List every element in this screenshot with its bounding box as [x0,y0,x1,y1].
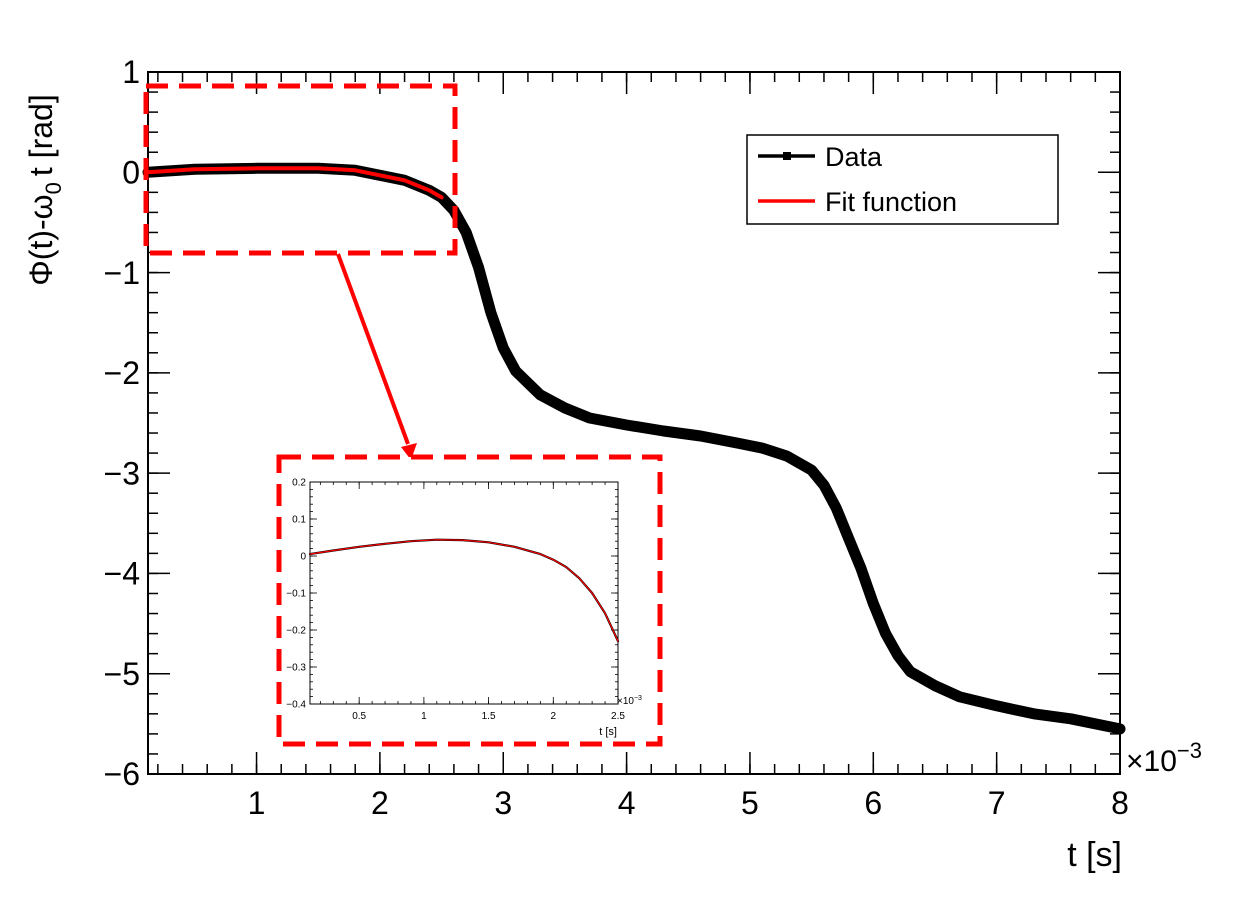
y-tick-label: −1 [104,255,140,291]
y-tick-label: −0.3 [286,663,306,674]
x-tick-label: 1.5 [482,711,496,722]
legend-box [746,134,1059,225]
x-multiplier-exponent: −3 [1177,738,1202,763]
y-tick-label: 0.1 [292,515,306,526]
y-tick-label: −4 [104,556,140,592]
x-tick-label: 2 [371,785,389,821]
x-tick-label: 1 [248,785,266,821]
x-tick-label: 0.5 [352,711,366,722]
x-axis-multiplier: ×10−3 [1126,738,1202,778]
y-tick-label: −3 [104,455,140,491]
x-tick-label: 3 [494,785,512,821]
zoom-arrow-line [336,253,410,445]
y-label-main: Φ(t)-ω [23,194,59,285]
y-tick-label: 0 [300,552,306,563]
main-series-group [142,162,1126,735]
y-tick-label: 1 [122,54,140,90]
fit-series-line [146,166,444,200]
x-tick-label: 1 [421,711,427,722]
x-tick-label: 2.5 [611,711,625,722]
legend-fit-label: Fit function [825,187,957,217]
y-tick-label: −2 [104,355,140,391]
legend: Data Fit function [746,134,1059,225]
inset-axis-ticks: 0.5 1 1.5 2 2.5 0.2 0.1 0 −0.1 −0.2 −0.3 −0.4 [286,478,625,723]
y-tick-label: −0.4 [286,700,306,711]
y-tick-label: −5 [104,656,140,692]
inset-x-multiplier: ×10−3 [617,695,642,707]
inset-x-multiplier-base: ×10 [617,696,634,707]
legend-data-label: Data [825,142,883,172]
x-multiplier-base: ×10 [1126,745,1177,778]
y-tick-label: −0.1 [286,589,306,600]
main-axis-ticks: 1 2 3 4 5 6 7 8 1 0 −1 −2 −3 −4 −5 −6 [104,54,1129,821]
inset-series-group [308,538,620,643]
x-tick-label: 8 [1111,785,1129,821]
inset-x-axis-label: t [s] [599,726,617,738]
x-axis-label: t [s] [1067,836,1122,874]
y-label-subscript: 0 [41,182,66,194]
y-tick-label: 0 [122,154,140,190]
y-tick-label: −0.2 [286,626,306,637]
legend-data-marker [783,152,791,160]
x-tick-label: 5 [741,785,759,821]
fit-series-line [309,539,619,642]
x-tick-label: 6 [864,785,882,821]
x-tick-label: 4 [618,785,636,821]
main-plot-frame [147,71,1121,775]
zoom-arrow-head [401,443,417,460]
x-tick-label: 2 [551,711,557,722]
y-tick-label: −6 [104,756,140,792]
zoom-region-box [143,83,458,256]
y-axis-label: Φ(t)-ω0 t [rad] [23,94,66,285]
x-tick-label: 7 [988,785,1006,821]
inset-x-multiplier-exponent: −3 [634,695,642,702]
y-label-tail: t [rad] [23,94,59,176]
y-tick-label: 0.2 [292,478,306,489]
inset-plot-frame [309,481,619,705]
